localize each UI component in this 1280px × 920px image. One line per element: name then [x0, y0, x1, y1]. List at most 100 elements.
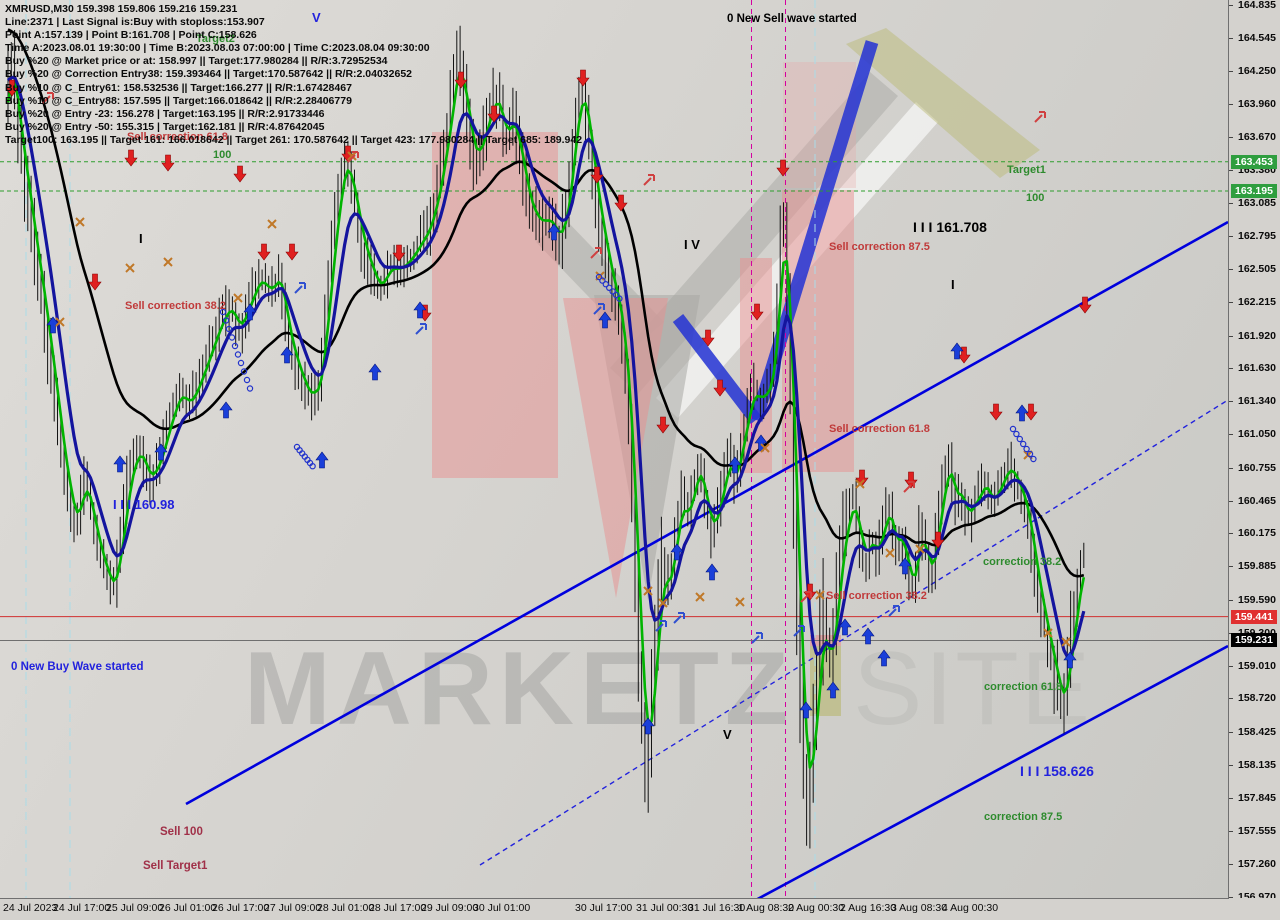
info-line: Buy %20 @ Entry -50: 155.315 | Target:16…	[5, 120, 325, 133]
price-tick-mark	[1229, 599, 1233, 601]
price-tick-mark	[1229, 104, 1233, 106]
buy-arrow-icon	[547, 223, 561, 241]
buy-arrow-icon	[799, 701, 813, 719]
sell-arrow-icon	[614, 194, 628, 212]
breakout-arrow-icon	[590, 247, 602, 259]
price-tick-mark	[1229, 269, 1233, 271]
price-tick-mark	[1229, 4, 1233, 6]
circle-chain-marker	[1013, 430, 1020, 438]
chart-annotation: Sell correction 38.2	[826, 590, 927, 602]
circle-chain-marker	[240, 368, 248, 375]
chart-annotation: 100	[1026, 192, 1045, 204]
chart-area[interactable]: MARKETZ SITE XMRUSD,M30 159.398 159.806 1…	[0, 0, 1229, 898]
time-tick-label: 30 Jul 17:00	[575, 902, 633, 914]
price-tick-label: 160.175	[1238, 527, 1276, 540]
chart-annotation: correction 38.2	[983, 556, 1062, 568]
buy-arrow-icon	[154, 443, 168, 461]
circle-chain-marker	[602, 281, 610, 288]
sell-arrow-icon	[701, 329, 715, 347]
chart-annotation: Sell correction 87.5	[829, 241, 930, 253]
sell-arrow-icon	[257, 243, 271, 261]
price-tick-label: 164.250	[1238, 65, 1276, 78]
time-tick-label: 26 Jul 01:00	[159, 902, 217, 914]
buy-arrow-icon	[877, 649, 891, 667]
fractal-marker-icon	[267, 219, 277, 229]
medium-ma-line	[6, 75, 1086, 659]
price-tick-label: 161.050	[1238, 428, 1276, 441]
breakout-arrow-icon	[593, 303, 605, 315]
circle-chain-marker	[599, 277, 606, 284]
sell-arrow-icon	[124, 149, 138, 167]
buy-arrow-icon	[1015, 404, 1029, 422]
price-tick-mark	[1229, 467, 1233, 469]
buy-arrow-icon	[413, 301, 427, 319]
chart-annotation: V	[723, 727, 732, 742]
info-line: Buy %20 @ Correction Entry38: 159.393464…	[5, 68, 413, 81]
price-tick-mark	[1229, 566, 1233, 568]
price-tick-label: 159.590	[1238, 593, 1276, 606]
price-tick-label: 158.720	[1238, 692, 1276, 705]
price-tick-mark	[1229, 368, 1233, 370]
price-tick-label: 158.135	[1238, 758, 1276, 771]
buy-arrow-icon	[670, 543, 684, 561]
price-tick-mark	[1229, 533, 1233, 535]
sell-arrow-icon	[656, 416, 670, 434]
chart-annotation: Sell Target1	[143, 860, 208, 872]
price-tick-mark	[1229, 500, 1233, 502]
info-line: Buy %20 @ Entry -23: 156.278 | Target:16…	[5, 107, 325, 120]
axis-corner	[1229, 898, 1280, 920]
sell-arrow-icon	[957, 346, 971, 364]
breakout-arrow-icon	[42, 92, 54, 104]
circle-chain-marker	[1009, 425, 1017, 433]
price-tick-label: 159.885	[1238, 560, 1276, 573]
breakout-arrow-icon	[793, 625, 805, 637]
time-axis[interactable]: 24 Jul 2023 24 Jul 17:00 25 Jul 09:00 26 Ju…	[0, 898, 1280, 920]
price-tick-label: 159.010	[1238, 659, 1276, 672]
sell-arrow-icon	[931, 531, 945, 549]
sell-arrow-icon	[233, 165, 247, 183]
circle-chain-marker	[234, 351, 242, 358]
breakout-arrow-icon	[800, 591, 812, 603]
time-tick-label: 4 Aug 00:30	[942, 902, 999, 914]
fractal-marker-icon	[125, 263, 135, 273]
sell-arrow-icon	[88, 273, 102, 291]
price-badge: 159.231	[1231, 633, 1277, 648]
watermark-logo-shape	[432, 132, 558, 478]
trend-channel-line	[756, 644, 1228, 898]
price-tick-label: 157.260	[1238, 857, 1276, 870]
circle-chain-marker	[1020, 440, 1027, 448]
buy-arrow-icon	[219, 401, 233, 419]
price-tick-label: 161.340	[1238, 395, 1276, 408]
breakout-arrow-icon	[1034, 111, 1046, 123]
price-tick-label: 161.630	[1238, 362, 1276, 375]
price-axis[interactable]: 164.835 164.545 164.250 163.960 163.670 163.3…	[1229, 0, 1280, 903]
price-tick-mark	[1229, 335, 1233, 337]
info-line: XMRUSD,M30 159.398 159.806 159.216 159.2…	[5, 3, 238, 15]
price-tick-mark	[1229, 434, 1233, 436]
buy-arrow-icon	[315, 451, 329, 469]
chart-annotation: correction 61.8	[984, 681, 1063, 693]
info-line: Buy %10 @ C_Entry61: 158.532536 || Targe…	[5, 81, 352, 94]
breakout-arrow-icon	[655, 620, 667, 632]
price-tick-label: 160.465	[1238, 494, 1276, 507]
price-tick-mark	[1229, 137, 1233, 139]
price-tick-label: 163.670	[1238, 131, 1276, 144]
fractal-marker-icon	[233, 293, 243, 303]
circle-chain-marker	[609, 288, 616, 295]
circle-chain-marker	[222, 317, 230, 324]
breakout-arrow-icon	[415, 323, 427, 335]
price-tick-label: 163.960	[1238, 98, 1276, 111]
sell-arrow-icon	[989, 403, 1003, 421]
sell-arrow-icon	[1024, 403, 1038, 421]
circle-chain-marker	[616, 295, 623, 302]
buy-arrow-icon	[898, 557, 912, 575]
price-tick-mark	[1229, 203, 1233, 205]
sell-arrow-icon	[855, 469, 869, 487]
price-tick-label: 162.505	[1238, 263, 1276, 276]
buy-arrow-icon	[113, 455, 127, 473]
buy-arrow-icon	[46, 316, 60, 334]
fractal-marker-icon	[885, 548, 895, 558]
sell-arrow-icon	[487, 105, 501, 123]
price-tick-mark	[1229, 830, 1233, 832]
price-tick-mark	[1229, 236, 1233, 238]
